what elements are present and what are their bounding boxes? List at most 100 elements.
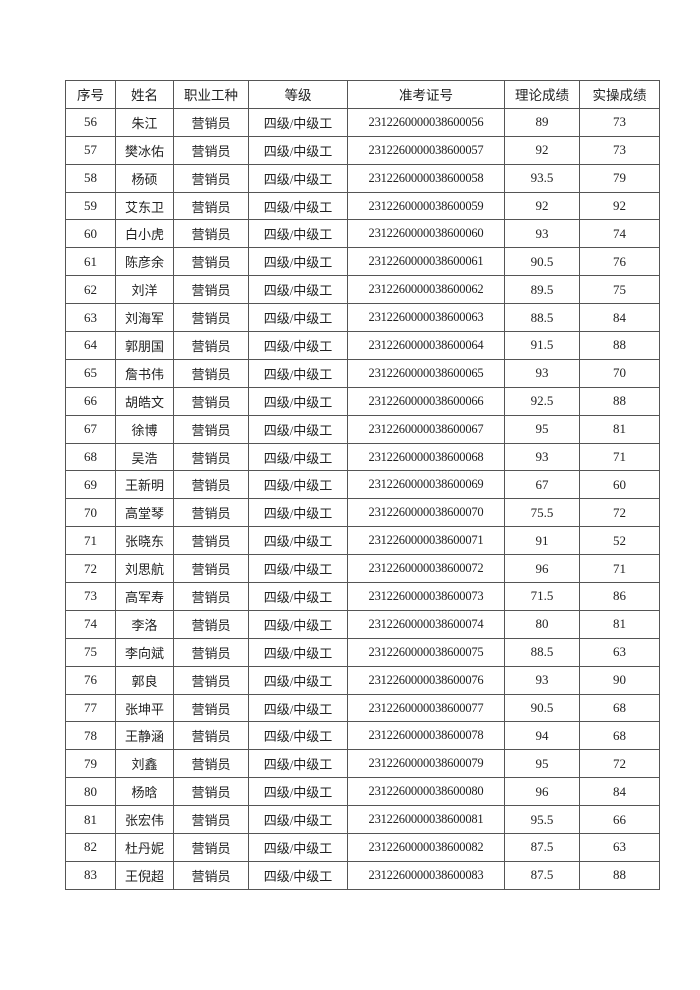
cell-exam-id: 2312260000038600063 [347,303,505,333]
table-row: 69 王新明 营销员 四级/中级工 2312260000038600069 67 60 [65,470,660,500]
score-table: 序号 姓名 职业工种 等级 准考证号 理论成绩 实操成绩 56 朱江 营销员 四级/中… [65,80,660,890]
cell-exam-id: 2312260000038600065 [347,358,505,388]
cell-level: 四级/中级工 [248,163,348,193]
cell-exam-id: 2312260000038600083 [347,860,505,890]
cell-level: 四级/中级工 [248,582,348,611]
table-row: 62 刘洋 营销员 四级/中级工 2312260000038600062 89.5 75 [65,275,660,305]
cell-exam-id: 2312260000038600070 [347,498,505,528]
cell-theory-score: 89.5 [504,275,580,305]
cell-seq: 71 [65,526,116,556]
table-row: 75 李向斌 营销员 四级/中级工 2312260000038600075 88.5 63 [65,637,660,667]
cell-exam-id: 2312260000038600068 [347,442,505,472]
cell-seq: 75 [65,637,116,667]
cell-seq: 73 [65,582,116,611]
cell-level: 四级/中级工 [248,107,348,137]
cell-occupation: 营销员 [173,470,249,500]
cell-theory-score: 88.5 [504,637,580,667]
cell-practical-score: 88 [579,860,660,890]
cell-seq: 70 [65,498,116,528]
cell-practical-score: 52 [579,526,660,556]
cell-theory-score: 75.5 [504,498,580,528]
cell-name: 白小虎 [115,219,174,249]
table-row: 65 詹书伟 营销员 四级/中级工 2312260000038600065 93 70 [65,358,660,388]
table-row: 56 朱江 营销员 四级/中级工 2312260000038600056 89 73 [65,107,660,137]
cell-occupation: 营销员 [173,442,249,472]
table-row: 70 高堂琴 营销员 四级/中级工 2312260000038600070 75.5 72 [65,498,660,528]
cell-level: 四级/中级工 [248,331,348,360]
cell-name: 王静涵 [115,721,174,751]
cell-occupation: 营销员 [173,219,249,249]
cell-exam-id: 2312260000038600058 [347,163,505,193]
table-row: 60 白小虎 营销员 四级/中级工 2312260000038600060 93 74 [65,219,660,249]
cell-seq: 60 [65,219,116,249]
cell-theory-score: 92 [504,135,580,165]
cell-practical-score: 63 [579,833,660,862]
cell-theory-score: 93 [504,219,580,249]
cell-exam-id: 2312260000038600069 [347,470,505,500]
cell-name: 张晓东 [115,526,174,556]
cell-occupation: 营销员 [173,107,249,137]
table-row: 67 徐博 营销员 四级/中级工 2312260000038600067 95 81 [65,414,660,444]
table-row: 63 刘海军 营销员 四级/中级工 2312260000038600063 88.5 84 [65,303,660,333]
table-row: 78 王静涵 营销员 四级/中级工 2312260000038600078 94 68 [65,721,660,751]
cell-practical-score: 68 [579,721,660,751]
cell-exam-id: 2312260000038600067 [347,414,505,444]
cell-seq: 79 [65,749,116,779]
cell-name: 朱江 [115,107,174,137]
cell-exam-id: 2312260000038600072 [347,554,505,584]
cell-theory-score: 90.5 [504,693,580,723]
cell-practical-score: 73 [579,107,660,137]
cell-practical-score: 86 [579,582,660,611]
cell-name: 张坤平 [115,693,174,723]
cell-occupation: 营销员 [173,358,249,388]
cell-occupation: 营销员 [173,135,249,165]
cell-level: 四级/中级工 [248,860,348,890]
cell-name: 杨晗 [115,777,174,807]
cell-exam-id: 2312260000038600076 [347,665,505,695]
cell-theory-score: 95 [504,749,580,779]
cell-theory-score: 91.5 [504,331,580,360]
cell-name: 高军寿 [115,582,174,611]
header-occupation: 职业工种 [173,80,249,109]
cell-level: 四级/中级工 [248,805,348,835]
table-row: 74 李洛 营销员 四级/中级工 2312260000038600074 80 81 [65,609,660,639]
cell-practical-score: 66 [579,805,660,835]
cell-occupation: 营销员 [173,860,249,890]
cell-exam-id: 2312260000038600066 [347,386,505,416]
cell-seq: 65 [65,358,116,388]
cell-seq: 80 [65,777,116,807]
cell-level: 四级/中级工 [248,721,348,751]
cell-practical-score: 75 [579,275,660,305]
cell-theory-score: 67 [504,470,580,500]
cell-theory-score: 87.5 [504,860,580,890]
cell-level: 四级/中级工 [248,275,348,305]
cell-name: 樊冰佑 [115,135,174,165]
cell-exam-id: 2312260000038600056 [347,107,505,137]
table-row: 82 杜丹妮 营销员 四级/中级工 2312260000038600082 87.5 63 [65,833,660,862]
cell-level: 四级/中级工 [248,693,348,723]
table-row: 77 张坤平 营销员 四级/中级工 2312260000038600077 90.5 68 [65,693,660,723]
cell-practical-score: 71 [579,442,660,472]
cell-level: 四级/中级工 [248,386,348,416]
cell-name: 高堂琴 [115,498,174,528]
cell-occupation: 营销员 [173,554,249,584]
cell-exam-id: 2312260000038600082 [347,833,505,862]
cell-practical-score: 72 [579,498,660,528]
cell-practical-score: 79 [579,163,660,193]
cell-practical-score: 70 [579,358,660,388]
cell-practical-score: 74 [579,219,660,249]
cell-seq: 59 [65,191,116,221]
header-row: 序号 姓名 职业工种 等级 准考证号 理论成绩 实操成绩 [65,80,660,109]
header-theory-score: 理论成绩 [504,80,580,109]
cell-occupation: 营销员 [173,693,249,723]
cell-name: 陈彦余 [115,247,174,277]
cell-name: 杨硕 [115,163,174,193]
cell-name: 李向斌 [115,637,174,667]
cell-theory-score: 80 [504,609,580,639]
cell-theory-score: 71.5 [504,582,580,611]
cell-seq: 57 [65,135,116,165]
table-row: 81 张宏伟 营销员 四级/中级工 2312260000038600081 95.5 66 [65,805,660,835]
cell-theory-score: 93.5 [504,163,580,193]
cell-theory-score: 93 [504,358,580,388]
header-practical-score: 实操成绩 [579,80,660,109]
